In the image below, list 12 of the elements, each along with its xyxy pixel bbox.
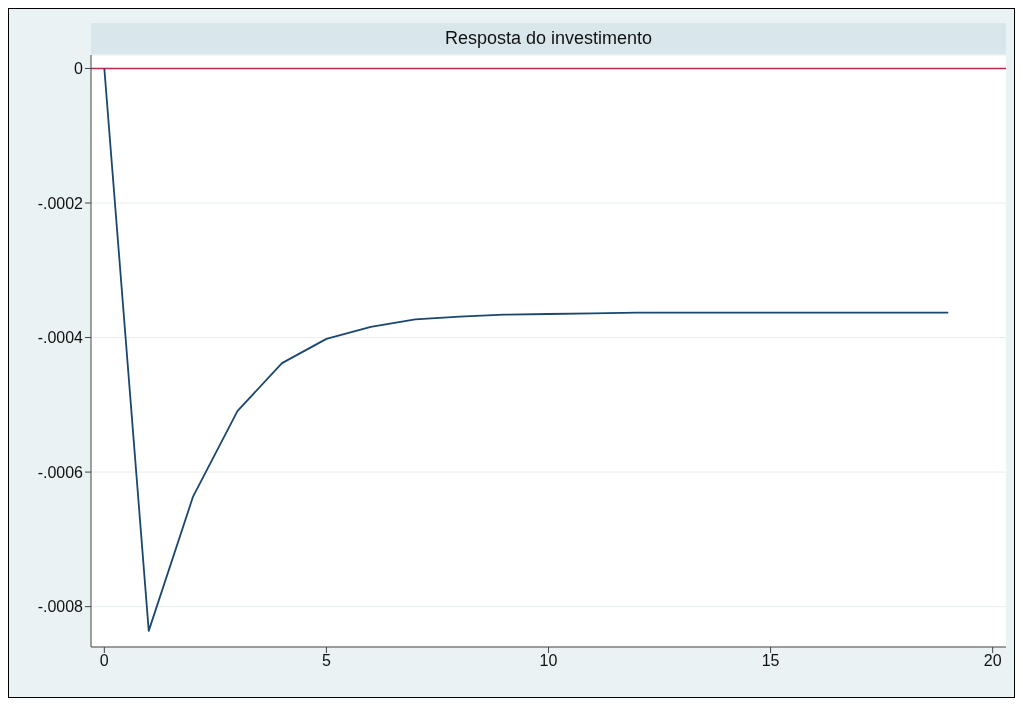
x-tick-label: 15 (761, 652, 780, 670)
chart-title: Resposta do investimento (91, 23, 1006, 54)
line-series (103, 67, 950, 632)
x-tick-label: 10 (539, 652, 558, 670)
x-tick-label: 20 (983, 652, 1002, 670)
y-tick-label: -.0006 (37, 463, 84, 481)
x-tick-label: 0 (99, 652, 109, 670)
y-tick-label: -.0004 (37, 329, 84, 347)
y-tick-label: -.0002 (37, 194, 84, 212)
y-tick-label: 0 (74, 60, 84, 78)
y-tick-label: -.0008 (37, 598, 84, 616)
x-tick-label: 5 (321, 652, 331, 670)
